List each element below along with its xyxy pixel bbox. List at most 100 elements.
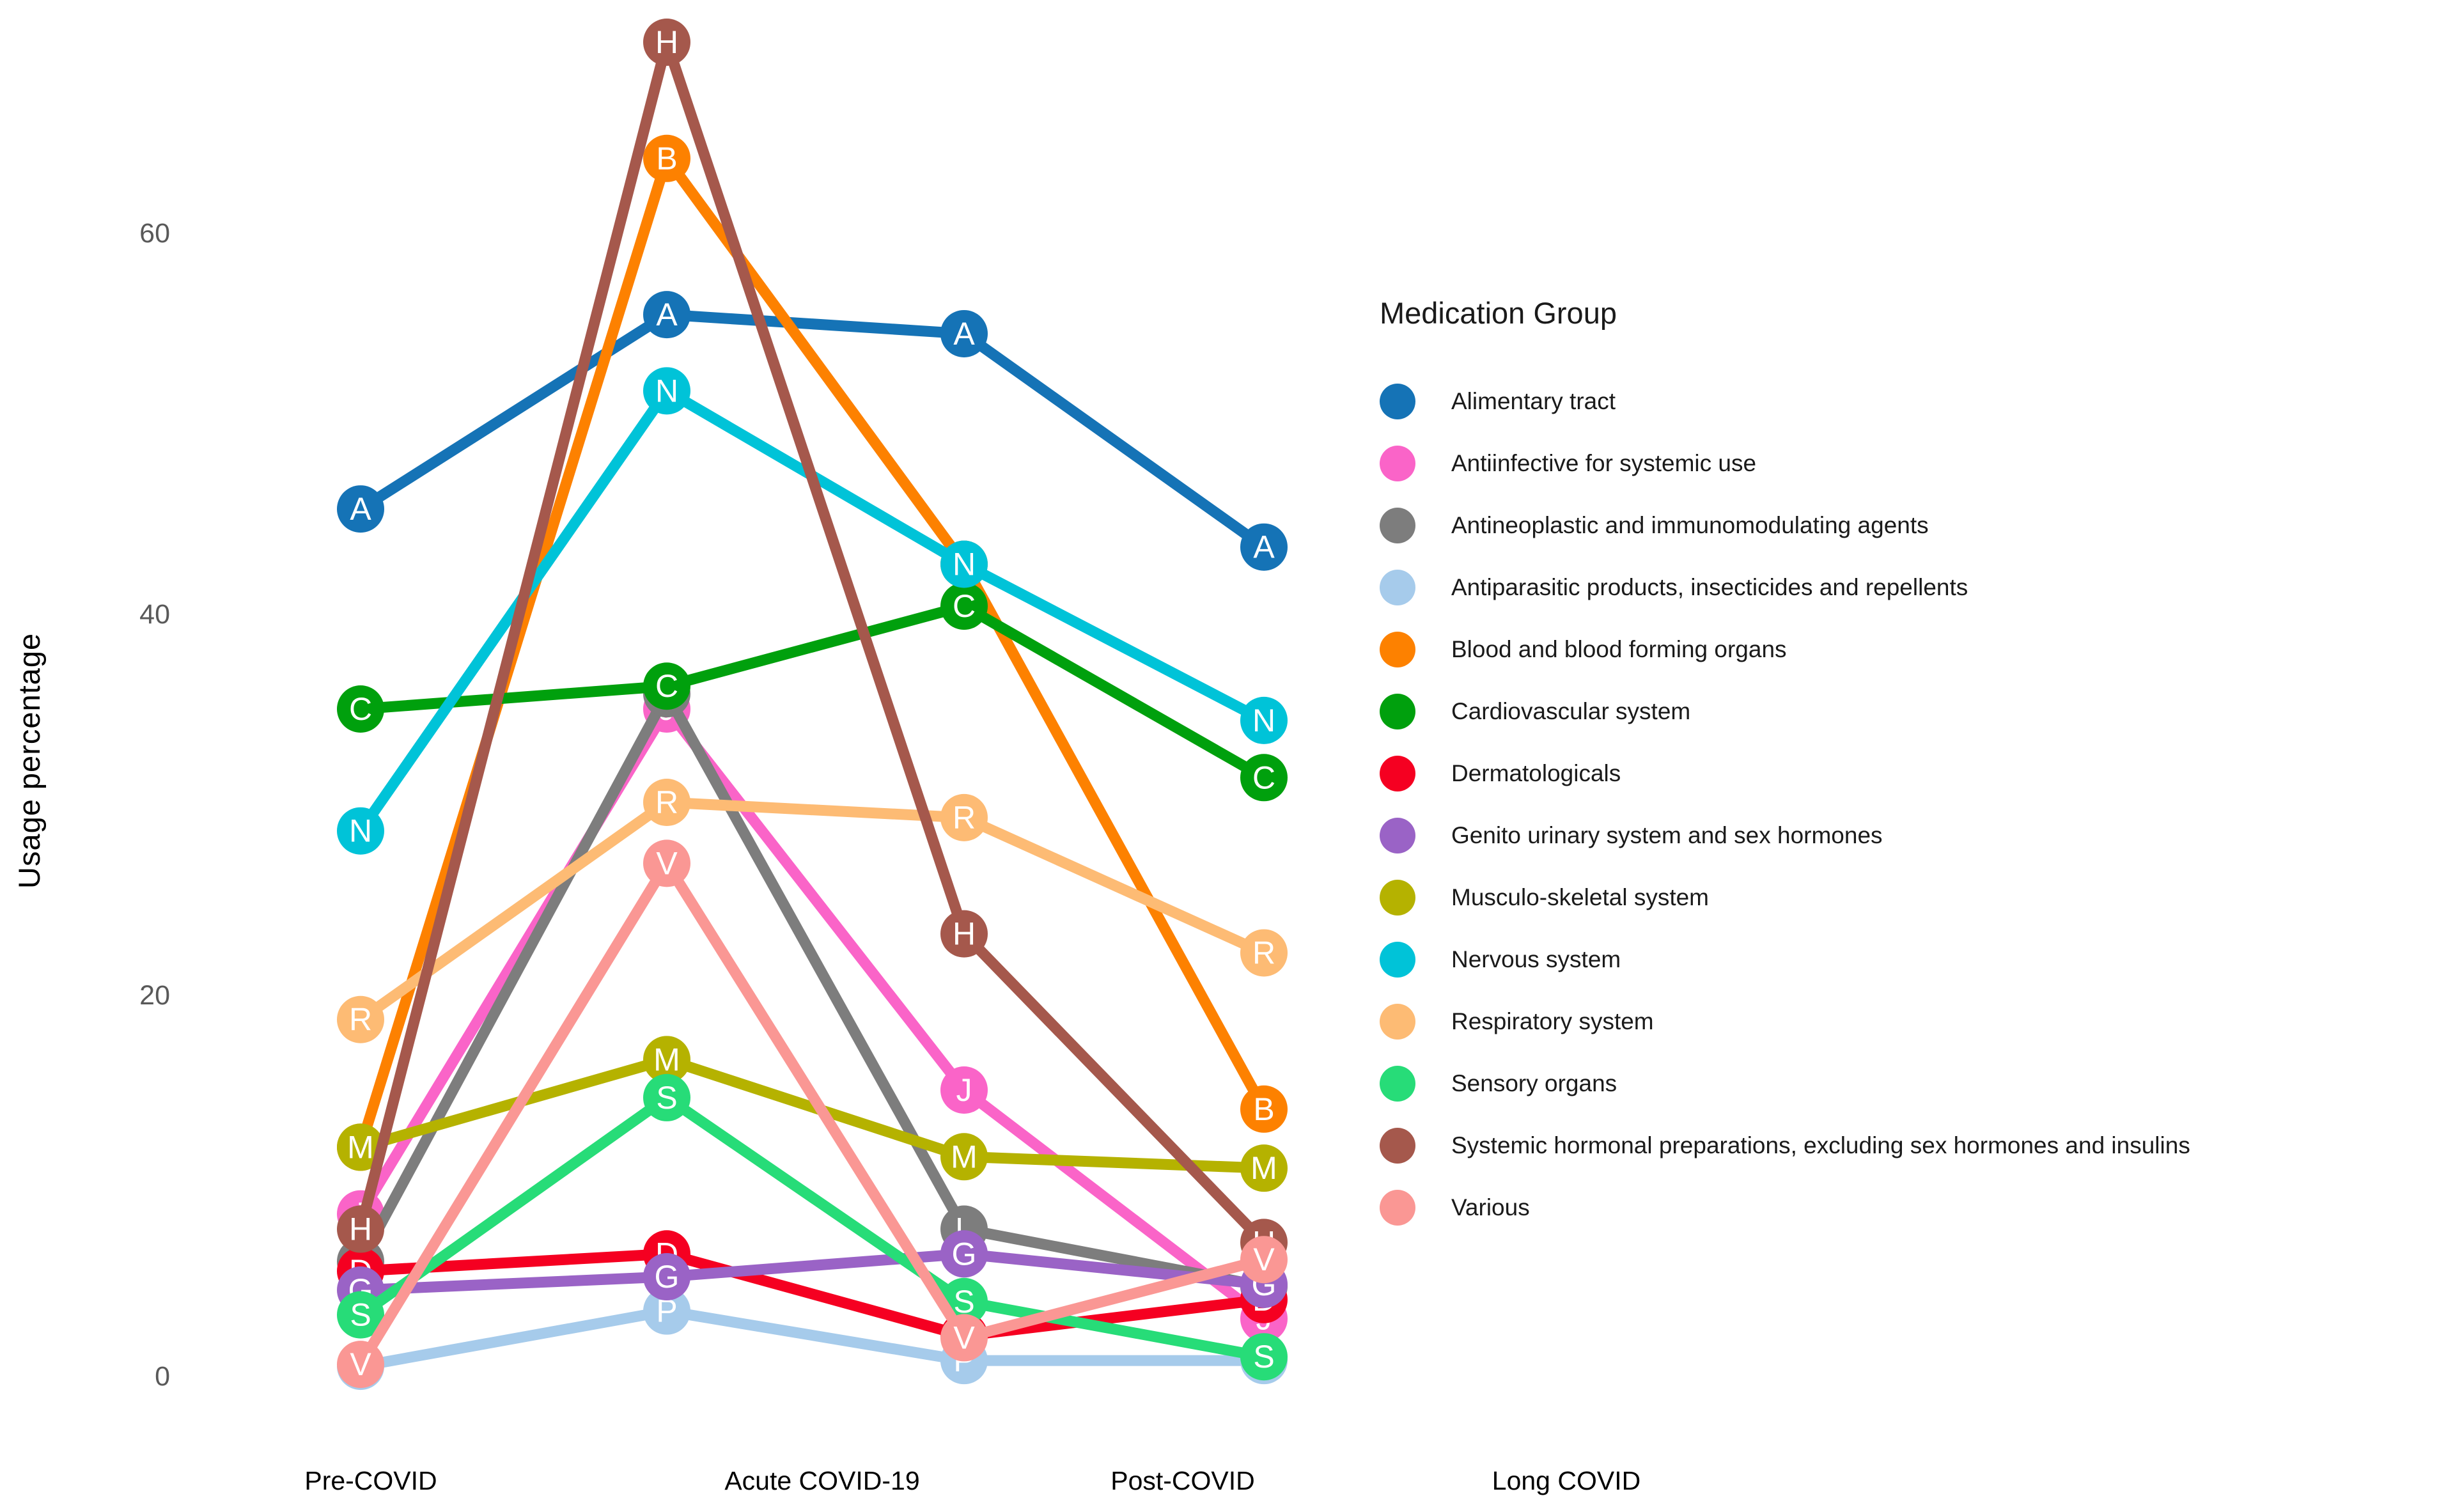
legend-label: Musculo-skeletal system xyxy=(1451,884,1710,910)
data-point-letter-A: A xyxy=(350,491,371,527)
data-point-C xyxy=(643,662,690,710)
data-point-letter-G: G xyxy=(952,1236,977,1272)
data-point-letter-H: H xyxy=(349,1212,372,1247)
data-point-M xyxy=(643,1036,690,1084)
series-line-J xyxy=(355,703,1270,1325)
legend-item-L: Antineoplastic and immunomodulating agen… xyxy=(1380,494,2454,556)
y-tick-label: 60 xyxy=(139,218,170,249)
y-tick-label: 20 xyxy=(139,980,170,1011)
legend-title: Medication Group xyxy=(1380,296,1617,330)
legend-swatch-icon xyxy=(1380,693,1415,729)
x-category-label: Post-COVID xyxy=(1110,1466,1255,1495)
data-point-N xyxy=(1240,696,1288,744)
data-point-letter-R: R xyxy=(349,1002,372,1038)
legend-label: Nervous system xyxy=(1451,946,1621,972)
legend-swatch-icon xyxy=(1380,1003,1415,1040)
legend-swatch-icon xyxy=(1380,631,1415,667)
legend-label: Antiinfective for systemic use xyxy=(1451,449,1757,476)
legend-swatch-icon xyxy=(1380,507,1415,543)
data-point-B xyxy=(1240,1085,1288,1133)
data-point-S xyxy=(337,1291,384,1339)
data-point-letter-V: V xyxy=(953,1320,975,1355)
data-point-C xyxy=(1240,754,1288,802)
legend-item-N: Nervous system xyxy=(1380,928,2454,990)
data-point-letter-N: N xyxy=(655,373,678,409)
data-point-letter-C: C xyxy=(953,588,976,624)
legend-swatch-icon xyxy=(1380,1189,1415,1226)
series-line-G xyxy=(355,1248,1270,1296)
data-point-letter-M: M xyxy=(347,1129,374,1165)
legend-item-V: Various xyxy=(1380,1176,2454,1238)
data-point-letter-B: B xyxy=(1253,1091,1274,1127)
legend-label: Various xyxy=(1451,1194,1530,1220)
data-point-G xyxy=(940,1230,988,1278)
legend: Medication Group Alimentary tract Antiinf… xyxy=(1380,295,2454,1238)
data-point-M xyxy=(337,1123,384,1171)
legend-swatch-icon xyxy=(1380,817,1415,853)
series-line-S xyxy=(355,1092,1270,1362)
legend-swatch-icon xyxy=(1380,383,1415,419)
legend-label: Sensory organs xyxy=(1451,1070,1617,1096)
series-line-A xyxy=(355,309,1270,553)
data-point-J xyxy=(940,1066,988,1114)
data-point-P xyxy=(643,1287,690,1335)
data-point-A xyxy=(337,485,384,533)
series-line-C xyxy=(355,600,1270,783)
data-point-N xyxy=(337,807,384,855)
data-point-M xyxy=(940,1133,988,1181)
legend-item-R: Respiratory system xyxy=(1380,990,2454,1052)
data-point-letter-V: V xyxy=(656,845,678,881)
data-point-V xyxy=(337,1341,384,1389)
legend-item-B: Blood and blood forming organs xyxy=(1380,618,2454,680)
x-category-label: Acute COVID-19 xyxy=(724,1466,919,1495)
data-point-letter-C: C xyxy=(1252,760,1275,795)
legend-label: Cardiovascular system xyxy=(1451,698,1691,724)
data-point-V xyxy=(643,839,690,887)
data-point-letter-S: S xyxy=(656,1080,677,1116)
legend-item-M: Musculo-skeletal system xyxy=(1380,866,2454,928)
data-point-R xyxy=(643,779,690,827)
series-line-P xyxy=(355,1305,1270,1372)
series-line-H xyxy=(355,36,1270,1248)
data-point-C xyxy=(337,685,384,733)
data-point-N xyxy=(940,540,988,588)
legend-swatch-icon xyxy=(1380,941,1415,978)
data-point-letter-N: N xyxy=(1252,703,1275,738)
legend-label: Dermatologicals xyxy=(1451,760,1621,786)
legend-label: Blood and blood forming organs xyxy=(1451,635,1787,662)
data-point-letter-V: V xyxy=(350,1346,371,1382)
data-point-letter-C: C xyxy=(349,691,372,727)
data-point-letter-G: G xyxy=(655,1259,680,1295)
data-point-N xyxy=(643,367,690,415)
data-point-C xyxy=(940,582,988,630)
data-point-V xyxy=(1240,1236,1288,1284)
data-point-letter-S: S xyxy=(1253,1339,1274,1375)
data-point-S xyxy=(643,1073,690,1121)
legend-item-D: Dermatologicals xyxy=(1380,742,2454,804)
data-point-letter-N: N xyxy=(349,813,372,849)
legend-item-G: Genito urinary system and sex hormones xyxy=(1380,804,2454,866)
data-point-letter-A: A xyxy=(953,316,975,352)
data-point-H xyxy=(940,910,988,958)
legend-label: Systemic hormonal preparations, excludin… xyxy=(1451,1132,2190,1158)
data-point-letter-S: S xyxy=(953,1284,974,1320)
legend-swatch-icon xyxy=(1380,755,1415,791)
data-point-letter-M: M xyxy=(653,1041,680,1077)
data-point-letter-M: M xyxy=(951,1139,978,1174)
legend-swatch-icon xyxy=(1380,1065,1415,1102)
data-point-letter-N: N xyxy=(953,547,976,582)
legend-items: Alimentary tract Antiinfective for system… xyxy=(1380,370,2454,1238)
legend-item-A: Alimentary tract xyxy=(1380,370,2454,432)
series-line-D xyxy=(355,1248,1270,1341)
data-point-letter-A: A xyxy=(1253,529,1275,565)
data-point-S xyxy=(1240,1333,1288,1381)
data-point-letter-J: J xyxy=(956,1072,972,1108)
data-point-M xyxy=(1240,1144,1288,1192)
series-line-L xyxy=(355,688,1270,1292)
data-point-R xyxy=(940,793,988,841)
data-point-B xyxy=(643,134,690,182)
legend-item-C: Cardiovascular system xyxy=(1380,680,2454,742)
x-category-label: Long COVID xyxy=(1492,1466,1640,1495)
data-point-A xyxy=(1240,523,1288,571)
data-point-letter-S: S xyxy=(350,1297,371,1333)
